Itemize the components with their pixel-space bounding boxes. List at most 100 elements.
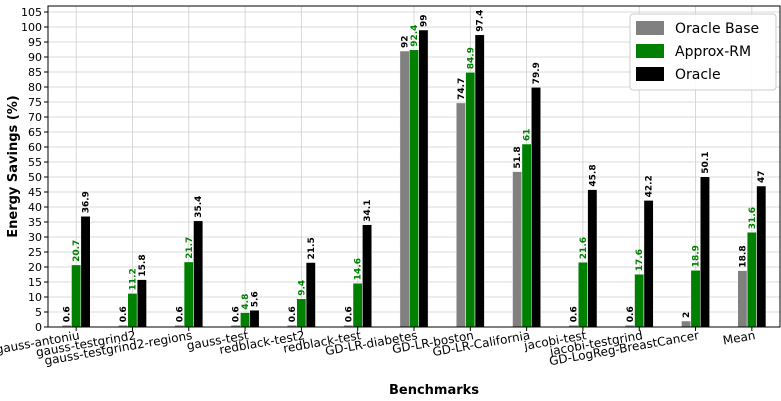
y-tick-label: 55 <box>28 156 42 169</box>
bar-oracle-base <box>512 171 523 328</box>
data-label: 18.8 <box>738 245 748 267</box>
data-label: 0.6 <box>570 306 580 322</box>
data-label: 99 <box>419 14 429 27</box>
bar-approx-rm <box>240 312 251 328</box>
y-tick-label: 75 <box>28 96 42 109</box>
legend-label: Approx-RM <box>675 44 751 60</box>
data-label: 11.2 <box>128 268 138 290</box>
data-label: 45.8 <box>588 164 598 186</box>
y-tick-labels: 0 5 10 15 20 25 30 35 40 45 50 55 60 65 70 75 80 85 90 95 10… <box>21 6 42 334</box>
data-labels: 0.620.736.90.611.215.80.621.735.40.64.8 5… <box>63 10 767 323</box>
bar-oracle <box>136 279 147 328</box>
y-tick-label: 25 <box>28 246 42 259</box>
y-tick-label: 35 <box>28 216 42 229</box>
bar-approx-rm <box>746 231 757 328</box>
legend-box <box>629 13 777 91</box>
y-tick-label: 80 <box>28 81 42 94</box>
bar-oracle <box>531 87 541 328</box>
bar-oracle <box>699 176 710 328</box>
bar-oracle <box>418 29 429 328</box>
bar-oracle <box>305 262 316 328</box>
legend-swatch <box>636 21 664 35</box>
y-axis-title: Energy Savings (%) <box>6 95 21 237</box>
data-label: 31.6 <box>748 207 758 229</box>
data-label: 61 <box>523 128 533 141</box>
data-label: 0.6 <box>288 306 298 322</box>
y-tick-label: 5 <box>35 306 42 319</box>
x-tick-labels: gauss-antoniugauss-testgrind2gauss-testg… <box>0 328 756 368</box>
bar-oracle <box>587 189 598 328</box>
bar-oracle <box>474 34 485 328</box>
data-label: 20.7 <box>72 240 82 262</box>
y-tick-label: 15 <box>28 276 42 289</box>
data-label: 15.8 <box>138 254 148 276</box>
data-label: 14.6 <box>354 258 364 280</box>
bar-oracle <box>193 220 204 328</box>
bar-approx-rm <box>352 282 363 328</box>
bar-approx-rm <box>521 143 532 328</box>
y-tick-label: 40 <box>28 201 42 214</box>
data-label: 50.1 <box>701 151 711 173</box>
data-label: 92 <box>401 35 411 48</box>
y-tick-label: 10 <box>28 291 42 304</box>
data-label: 2 <box>682 312 692 318</box>
bar-approx-rm <box>127 293 138 328</box>
legend: Oracle Base Approx-RM Oracle <box>629 13 777 91</box>
legend-label: Oracle <box>675 67 721 83</box>
y-tick-label: 85 <box>28 66 42 79</box>
data-label: 21.6 <box>579 237 589 259</box>
data-label: 51.8 <box>513 146 523 168</box>
bar-approx-rm <box>690 270 701 328</box>
bars <box>61 29 767 328</box>
bar-oracle <box>643 200 654 328</box>
bar-approx-rm <box>409 49 419 328</box>
data-label: 4.8 <box>241 294 251 310</box>
y-tick-label: 60 <box>28 141 42 154</box>
bar-oracle <box>362 224 373 328</box>
data-label: 18.9 <box>692 245 702 267</box>
bar-oracle-base <box>455 102 466 328</box>
data-label: 42.2 <box>645 175 655 197</box>
data-label: 35.4 <box>194 196 204 218</box>
bar-approx-rm <box>634 273 645 328</box>
data-label: 9.4 <box>297 280 307 296</box>
data-label: 36.9 <box>82 191 92 213</box>
y-tick-label: 105 <box>21 6 42 19</box>
bar-approx-rm <box>71 264 82 328</box>
bar-oracle-base <box>399 50 410 328</box>
data-label: 17.6 <box>635 249 645 271</box>
data-label: 21.7 <box>185 237 195 259</box>
y-tick-label: 50 <box>28 171 42 184</box>
data-label: 0.6 <box>626 306 636 322</box>
data-label: 84.9 <box>466 47 476 69</box>
plot-frame <box>47 5 781 328</box>
y-tick-label: 100 <box>21 21 42 34</box>
data-label: 47 <box>757 170 767 183</box>
legend-label: Oracle Base <box>675 21 759 37</box>
y-tick-label: 65 <box>28 126 42 139</box>
bar-approx-rm <box>577 261 588 328</box>
y-tick-label: 95 <box>28 36 42 49</box>
data-label: 5.6 <box>250 291 260 307</box>
data-label: 0.6 <box>232 306 242 322</box>
bar-approx-rm <box>183 261 194 328</box>
bar-oracle <box>249 309 260 328</box>
data-label: 0.6 <box>344 306 354 322</box>
data-label: 0.6 <box>175 306 185 322</box>
y-tick-label: 70 <box>28 111 42 124</box>
data-label: 21.5 <box>307 237 317 259</box>
data-label: 34.1 <box>363 199 373 221</box>
data-label: 92.4 <box>410 25 420 47</box>
y-tick-label: 20 <box>28 261 42 274</box>
data-label: 79.9 <box>532 62 542 84</box>
bar-approx-rm <box>465 72 476 328</box>
bar-oracle-base <box>737 270 748 328</box>
bar-oracle-base <box>681 320 692 328</box>
legend-swatch <box>636 67 664 81</box>
data-label: 97.4 <box>476 10 486 32</box>
bar-approx-rm <box>296 298 307 328</box>
bar-oracle <box>80 216 91 328</box>
bar-oracle <box>756 185 767 328</box>
data-label: 74.7 <box>457 78 467 100</box>
